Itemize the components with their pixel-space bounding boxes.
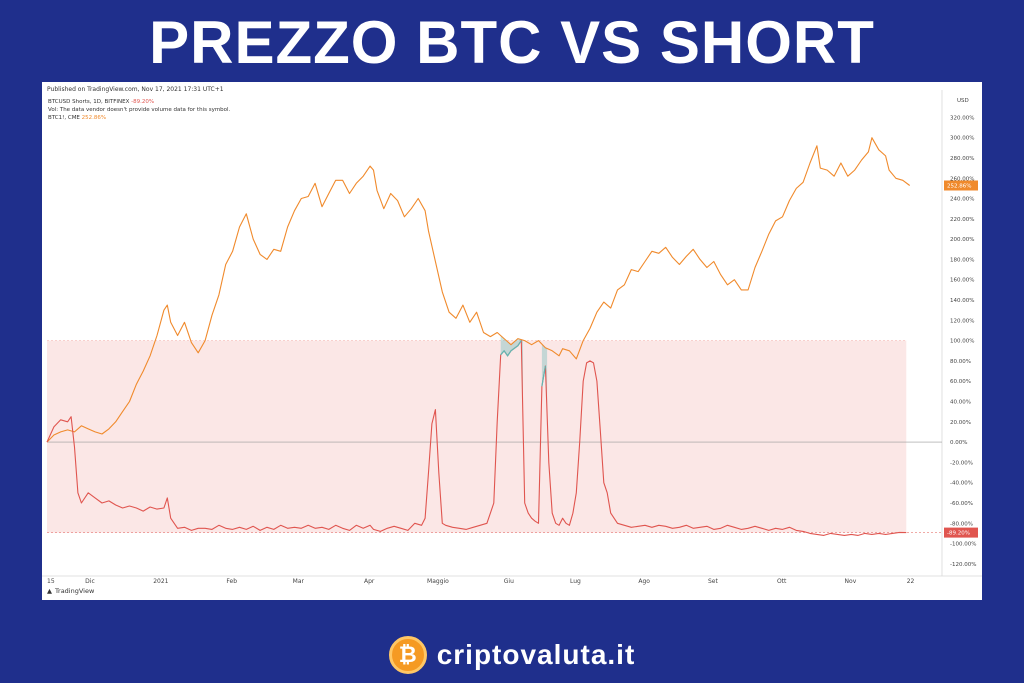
legend-shorts-value: -89.20% (131, 99, 155, 105)
brand-name: criptovaluta.it (436, 639, 636, 670)
y-tick-label: 200.00% (950, 237, 974, 243)
x-tick-label: Mar (293, 578, 305, 585)
y-tick-label: 280.00% (950, 156, 974, 162)
y-tick-label: 100.00% (950, 339, 974, 345)
shorts-last-value-badge-bg (944, 527, 978, 538)
y-tick-label: 60.00% (950, 379, 971, 385)
x-tick-label: Apr (364, 578, 375, 585)
legend-volume-note: Vol: The data vendor doesn't provide vol… (48, 107, 231, 113)
btc-shorts-line (46, 340, 907, 536)
y-tick-label: 320.00% (950, 115, 974, 121)
y-tick-label: -100.00% (950, 542, 976, 548)
legend-btc-label: BTC1!, CME (48, 115, 80, 121)
y-tick-label: 160.00% (950, 278, 974, 284)
tradingview-logo[interactable]: ▲ TradingView (47, 587, 94, 595)
shorts-overlap-line-1 (500, 340, 522, 357)
shorts-shaded-area (47, 340, 907, 533)
shorts-last-value-badge: -89.20% (947, 531, 970, 537)
legend-shorts-label: BTCUSD Shorts, 1D, BITFINEX (48, 99, 130, 105)
y-tick-label: -60.00% (950, 501, 973, 507)
legend-btc-value: 252.86% (81, 115, 107, 121)
y-tick-label: 240.00% (950, 197, 974, 203)
overlap-fill-2 (541, 344, 548, 415)
overlap-fill-1 (500, 335, 523, 422)
chart-panel: 320.00% 300.00% 280.00% 260.00% 240.00% 220.0… (42, 82, 982, 600)
btc-last-value-badge-bg (944, 180, 978, 191)
legend-btc: BTC1!, CME 252.86% (48, 114, 230, 122)
shorts-overlap-line-2 (541, 365, 546, 387)
y-tick-label: 0.00% (950, 440, 967, 446)
y-tick-label: 140.00% (950, 298, 974, 304)
chart-canvas: 320.00%300.00%280.00%260.00%240.00%220.0… (42, 90, 982, 585)
headline: PREZZO BTC VS SHORT (149, 9, 875, 76)
btc-last-value-badge: 252.86% (947, 183, 971, 189)
y-tick-label: -20.00% (950, 460, 973, 466)
x-tick-label: Feb (226, 578, 237, 585)
y-tick-label: 40.00% (950, 399, 971, 405)
x-tick-label: 22 (907, 578, 915, 585)
x-tick-label: Maggio (427, 578, 449, 585)
x-tick-label: Ago (638, 578, 650, 585)
x-tick-label: Dic (85, 578, 95, 585)
chart-legend: BTCUSD Shorts, 1D, BITFINEX -89.20% Vol:… (48, 98, 230, 122)
y-tick-label: 260.00% (950, 176, 974, 182)
x-tick-label: 15 (47, 578, 55, 585)
legend-shorts: BTCUSD Shorts, 1D, BITFINEX -89.20% (48, 98, 230, 106)
y-tick-label: 300.00% (950, 136, 974, 142)
y-tick-label: 120.00% (950, 318, 974, 324)
tradingview-icon: ▲ (47, 587, 52, 595)
x-tick-label: Ott (777, 578, 787, 585)
tradingview-label: TradingView (55, 587, 95, 595)
y-tick-label: 220.00% (950, 217, 974, 223)
published-note: Published on TradingView.com, Nov 17, 20… (47, 86, 224, 93)
y-tick-label: 20.00% (950, 420, 971, 426)
x-tick-label: Giu (504, 578, 514, 585)
bitcoin-coin-icon: ₿ (388, 636, 427, 674)
x-tick-label: Set (708, 578, 719, 585)
y-tick-label: -80.00% (950, 521, 973, 527)
y-tick-label: 180.00% (950, 257, 974, 263)
y-tick-label: -120.00% (950, 562, 976, 568)
y-tick-label: 80.00% (950, 359, 971, 365)
x-tick-label: Nov (845, 578, 857, 585)
x-tick-label: Lug (570, 578, 581, 585)
x-tick-label: 2021 (153, 578, 168, 585)
y-tick-label: -40.00% (950, 481, 973, 487)
currency-label: USD (957, 98, 969, 104)
brand-footer: ₿ criptovaluta.it (0, 636, 1024, 674)
btc-price-line (46, 137, 911, 443)
